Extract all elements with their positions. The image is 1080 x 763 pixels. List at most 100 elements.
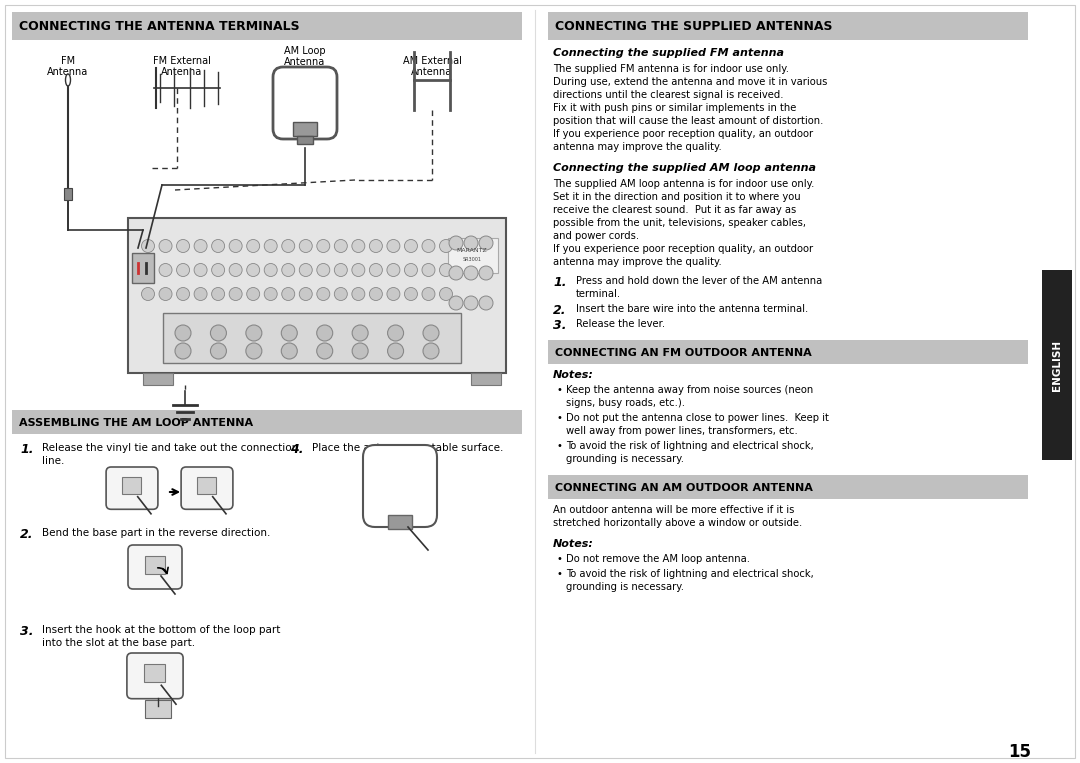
Circle shape [246, 263, 259, 276]
Circle shape [352, 288, 365, 301]
Text: 2.: 2. [21, 528, 33, 541]
Text: Keep the antenna away from noise sources (neon: Keep the antenna away from noise sources… [566, 385, 813, 395]
Circle shape [212, 263, 225, 276]
FancyBboxPatch shape [363, 445, 437, 527]
Bar [297, 136, 313, 144]
Circle shape [281, 325, 297, 341]
Circle shape [141, 263, 154, 276]
Text: •: • [556, 385, 562, 395]
Text: ENGLISH: ENGLISH [1052, 340, 1062, 391]
Circle shape [335, 288, 348, 301]
Bar [122, 477, 141, 494]
Text: 2.: 2. [553, 304, 567, 317]
Circle shape [404, 240, 418, 253]
Text: MARANTZ: MARANTZ [457, 248, 487, 253]
Circle shape [159, 263, 172, 276]
Text: The supplied FM antenna is for indoor use only.: The supplied FM antenna is for indoor us… [553, 64, 789, 74]
Text: AM External: AM External [403, 56, 461, 66]
Circle shape [194, 288, 207, 301]
Circle shape [388, 325, 404, 341]
Circle shape [246, 240, 259, 253]
Text: Antenna: Antenna [161, 67, 203, 77]
Text: SR3001: SR3001 [462, 257, 482, 262]
Text: antenna may improve the quality.: antenna may improve the quality. [553, 142, 721, 152]
Circle shape [265, 263, 278, 276]
Bar [293, 122, 318, 136]
Text: CONNECTING THE ANTENNA TERMINALS: CONNECTING THE ANTENNA TERMINALS [19, 21, 299, 34]
Bar [12, 410, 522, 434]
Bar [129, 218, 507, 373]
Text: CONNECTING AN FM OUTDOOR ANTENNA: CONNECTING AN FM OUTDOOR ANTENNA [555, 348, 812, 358]
Circle shape [369, 240, 382, 253]
Text: Release the vinyl tie and take out the connection: Release the vinyl tie and take out the c… [42, 443, 298, 453]
Bar [163, 313, 461, 363]
Circle shape [440, 240, 453, 253]
Circle shape [387, 263, 400, 276]
Circle shape [352, 263, 365, 276]
Circle shape [212, 240, 225, 253]
Bar [64, 188, 72, 200]
FancyBboxPatch shape [127, 653, 184, 699]
Circle shape [194, 240, 207, 253]
Circle shape [282, 288, 295, 301]
Bar [388, 515, 411, 529]
FancyBboxPatch shape [129, 545, 183, 589]
Circle shape [281, 343, 297, 359]
Text: The supplied AM loop antenna is for indoor use only.: The supplied AM loop antenna is for indo… [553, 179, 814, 189]
Circle shape [352, 343, 368, 359]
Circle shape [464, 266, 478, 280]
Text: 4.: 4. [291, 443, 303, 456]
Bar [145, 700, 171, 718]
Text: well away from power lines, transformers, etc.: well away from power lines, transformers… [566, 426, 798, 436]
Circle shape [422, 263, 435, 276]
Text: If you experience poor reception quality, an outdoor: If you experience poor reception quality… [553, 129, 813, 139]
Circle shape [159, 288, 172, 301]
Text: •: • [556, 441, 562, 451]
Circle shape [299, 240, 312, 253]
FancyBboxPatch shape [273, 67, 337, 139]
Circle shape [212, 288, 225, 301]
Bar [197, 477, 216, 494]
Circle shape [229, 263, 242, 276]
Circle shape [176, 263, 190, 276]
Text: grounding is necessary.: grounding is necessary. [566, 582, 684, 592]
Circle shape [369, 288, 382, 301]
Circle shape [422, 240, 435, 253]
FancyBboxPatch shape [181, 467, 233, 509]
Circle shape [176, 288, 190, 301]
Circle shape [423, 325, 438, 341]
Text: To avoid the risk of lightning and electrical shock,: To avoid the risk of lightning and elect… [566, 569, 813, 579]
Bar [548, 340, 1028, 364]
Circle shape [265, 240, 278, 253]
Circle shape [176, 240, 190, 253]
Text: Insert the bare wire into the antenna terminal.: Insert the bare wire into the antenna te… [576, 304, 808, 314]
Text: terminal.: terminal. [576, 289, 621, 299]
Circle shape [265, 288, 278, 301]
Circle shape [229, 240, 242, 253]
Text: Connecting the supplied AM loop antenna: Connecting the supplied AM loop antenna [553, 163, 816, 173]
Circle shape [449, 296, 463, 310]
Text: Set it in the direction and position it to where you: Set it in the direction and position it … [553, 192, 800, 202]
Circle shape [449, 266, 463, 280]
Text: Do not remove the AM loop antenna.: Do not remove the AM loop antenna. [566, 554, 750, 564]
Text: •: • [556, 554, 562, 564]
Text: Do not put the antenna close to power lines.  Keep it: Do not put the antenna close to power li… [566, 413, 828, 423]
Bar [548, 475, 1028, 499]
Circle shape [211, 325, 227, 341]
Circle shape [422, 288, 435, 301]
Circle shape [335, 263, 348, 276]
Text: FM External: FM External [153, 56, 211, 66]
Text: 3.: 3. [21, 625, 33, 638]
Text: An outdoor antenna will be more effective if it is: An outdoor antenna will be more effectiv… [553, 505, 795, 515]
Circle shape [464, 296, 478, 310]
Circle shape [352, 240, 365, 253]
Text: If you experience poor reception quality, an outdoor: If you experience poor reception quality… [553, 244, 813, 254]
Circle shape [246, 343, 261, 359]
Text: FM: FM [60, 56, 76, 66]
Circle shape [335, 240, 348, 253]
FancyBboxPatch shape [106, 467, 158, 509]
Text: Place the antenna on stable surface.: Place the antenna on stable surface. [312, 443, 503, 453]
Text: Insert the hook at the bottom of the loop part: Insert the hook at the bottom of the loo… [42, 625, 281, 635]
Circle shape [404, 288, 418, 301]
Text: position that will cause the least amount of distortion.: position that will cause the least amoun… [553, 116, 823, 126]
